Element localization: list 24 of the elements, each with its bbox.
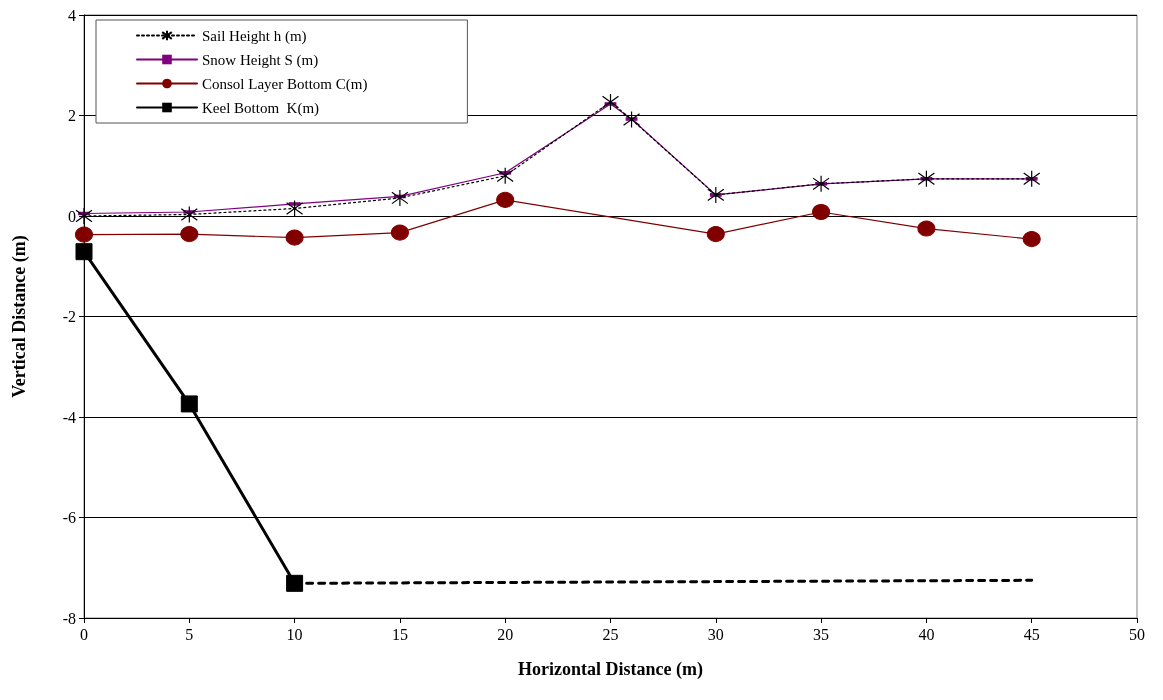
y-tick-label: -6 — [62, 509, 76, 526]
y-axis-title: Vertical Distance (m) — [9, 235, 30, 398]
y-tick-label: 2 — [68, 107, 76, 124]
legend-label: Keel Bottom K(m) — [202, 99, 320, 117]
x-tick-label: 45 — [1023, 625, 1040, 643]
x-tick-label: 0 — [80, 625, 88, 643]
x-tick-label: 15 — [391, 625, 408, 643]
x-tick-label: 5 — [185, 625, 194, 643]
x-tick-label: 20 — [497, 625, 514, 643]
x-tick-label: 30 — [707, 625, 724, 643]
x-axis-title: Horizontal Distance (m) — [518, 659, 703, 680]
y-tick-label: 4 — [68, 6, 76, 24]
x-tick-label: 40 — [918, 625, 935, 643]
y-tick-label: -8 — [62, 609, 76, 627]
y-tick-label: -4 — [62, 408, 76, 426]
x-tick-label: 50 — [1129, 625, 1145, 643]
x-tick-label: 10 — [286, 625, 303, 643]
legend-label: Consol Layer Bottom C(m) — [202, 75, 368, 93]
y-tick-label: -2 — [62, 308, 76, 325]
legend-label: Snow Height S (m) — [202, 51, 319, 69]
x-tick-label: 35 — [813, 625, 830, 643]
y-tick-label: 0 — [68, 207, 76, 225]
legend-label: Sail Height h (m) — [202, 27, 307, 45]
x-tick-label: 25 — [602, 625, 619, 643]
